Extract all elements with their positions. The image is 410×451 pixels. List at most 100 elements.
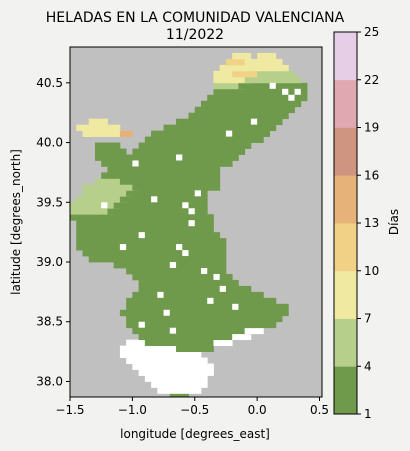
colorbar-swatch bbox=[334, 127, 357, 176]
heatmap-cell bbox=[151, 381, 208, 388]
heatmap-cell bbox=[107, 166, 221, 173]
colorbar-swatch bbox=[334, 32, 357, 81]
heatmap-cell bbox=[94, 142, 121, 149]
heatmap-cell bbox=[76, 244, 227, 251]
heatmap-cells bbox=[70, 52, 308, 397]
heatmap-cell bbox=[144, 136, 264, 143]
heatmap-cell bbox=[163, 333, 239, 341]
y-tick-label: 40.0 bbox=[36, 136, 63, 150]
heatmap-cell bbox=[244, 58, 283, 66]
heatmap-cell bbox=[213, 82, 246, 90]
heatmap-cell bbox=[269, 82, 276, 89]
heatmap-cell bbox=[176, 154, 183, 161]
heatmap-cell bbox=[138, 285, 252, 293]
heatmap-cell bbox=[126, 303, 289, 311]
heatmap-cell bbox=[70, 208, 115, 215]
heatmap-cell bbox=[151, 130, 270, 137]
colorbar-swatch bbox=[334, 223, 357, 272]
heatmap-cell bbox=[132, 363, 214, 370]
heatmap-cell bbox=[126, 267, 227, 275]
heatmap-cell bbox=[101, 202, 108, 209]
colorbar-swatch bbox=[334, 366, 357, 415]
heatmap-cell bbox=[119, 214, 214, 221]
heatmap-cell bbox=[194, 106, 295, 114]
x-tick-label: −0.5 bbox=[180, 403, 209, 417]
heatmap-cell bbox=[163, 309, 170, 316]
heatmap-cell bbox=[138, 369, 214, 376]
heatmap-cell bbox=[132, 148, 246, 155]
y-tick-label: 39.5 bbox=[36, 195, 63, 209]
heatmap-cell bbox=[138, 333, 171, 341]
heatmap-cell bbox=[119, 196, 208, 203]
heatmap-cell bbox=[144, 339, 221, 347]
heatmap-cell bbox=[188, 208, 195, 215]
x-tick-label: 0.5 bbox=[310, 403, 329, 417]
heatmap-cell bbox=[225, 58, 252, 66]
y-axis-label: latitude [degrees_north] bbox=[9, 149, 23, 295]
heatmap-cell bbox=[213, 76, 252, 84]
heatmap-cell bbox=[219, 285, 226, 292]
heatmap-cell bbox=[126, 315, 283, 323]
heatmap-cell bbox=[200, 100, 302, 108]
heatmap-cell bbox=[213, 70, 239, 78]
heatmap-cell bbox=[113, 202, 208, 209]
heatmap-cell bbox=[157, 387, 202, 394]
heatmap-cell bbox=[232, 70, 264, 78]
colorbar-tick-label: 7 bbox=[364, 312, 372, 326]
heatmap-cell bbox=[188, 112, 289, 120]
colorbar-label: Días bbox=[387, 209, 401, 235]
heatmap-cell bbox=[232, 333, 252, 341]
colorbar-swatch bbox=[334, 175, 357, 224]
heatmap-cell bbox=[169, 327, 177, 334]
heatmap-cell bbox=[76, 232, 221, 239]
heatmap-cell bbox=[119, 351, 202, 358]
y-tick-label: 38.0 bbox=[36, 374, 63, 388]
heatmap-cell bbox=[101, 172, 221, 179]
heatmap-cell bbox=[107, 208, 208, 215]
colorbar-tick-label: 19 bbox=[364, 121, 379, 135]
heatmap-cell bbox=[257, 70, 295, 78]
y-tick-label: 39.0 bbox=[36, 255, 63, 269]
heatmap-cell bbox=[176, 244, 183, 251]
heatmap-cell bbox=[151, 196, 158, 203]
heatmap-cell bbox=[94, 148, 127, 155]
colorbar-tick-label: 25 bbox=[364, 25, 379, 39]
colorbar-tick-label: 13 bbox=[364, 216, 379, 230]
heatmap-cell bbox=[225, 130, 233, 137]
heatmap-cell bbox=[126, 297, 277, 305]
heatmap-cell bbox=[88, 118, 108, 126]
heatmap-cell bbox=[288, 94, 295, 101]
heatmap-cell bbox=[207, 297, 214, 304]
heatmap-cell bbox=[169, 262, 177, 268]
heatmap-cell bbox=[132, 291, 264, 299]
heatmap-cell bbox=[126, 357, 208, 364]
heatmap-cell bbox=[138, 321, 145, 328]
heatmap-cell bbox=[119, 345, 183, 352]
colorbar-tick-label: 22 bbox=[364, 73, 379, 87]
heatmap-cell bbox=[101, 160, 233, 167]
heatmap-cell bbox=[182, 202, 189, 209]
heatmap-cell bbox=[169, 393, 189, 397]
heatmap-cell bbox=[119, 309, 289, 317]
y-tick-label: 38.5 bbox=[36, 315, 63, 329]
x-tick-label: −1.5 bbox=[55, 403, 84, 417]
plot-frame bbox=[69, 46, 323, 398]
y-axis: 38.0 38.5 39.0 39.5 40.0 40.5 bbox=[36, 76, 70, 388]
colorbar-tick-label: 16 bbox=[364, 168, 379, 182]
heatmap-cell bbox=[94, 154, 133, 161]
heatmap-cell bbox=[244, 327, 264, 335]
heatmap-cell bbox=[213, 339, 233, 347]
y-tick-label: 40.5 bbox=[36, 76, 63, 90]
heatmap-cell bbox=[232, 52, 252, 60]
heatmap-cell bbox=[126, 154, 239, 161]
colorbar-swatch bbox=[334, 318, 357, 367]
heatmap-cell bbox=[257, 52, 277, 60]
heatmap-cell bbox=[138, 232, 145, 239]
heatmap-cell bbox=[188, 220, 195, 227]
heatmap-cell bbox=[82, 130, 127, 137]
heatmap-cell bbox=[163, 124, 277, 132]
heatmap-cell bbox=[294, 88, 301, 95]
heatmap-cell bbox=[82, 250, 227, 257]
heatmap-cell bbox=[119, 178, 221, 185]
